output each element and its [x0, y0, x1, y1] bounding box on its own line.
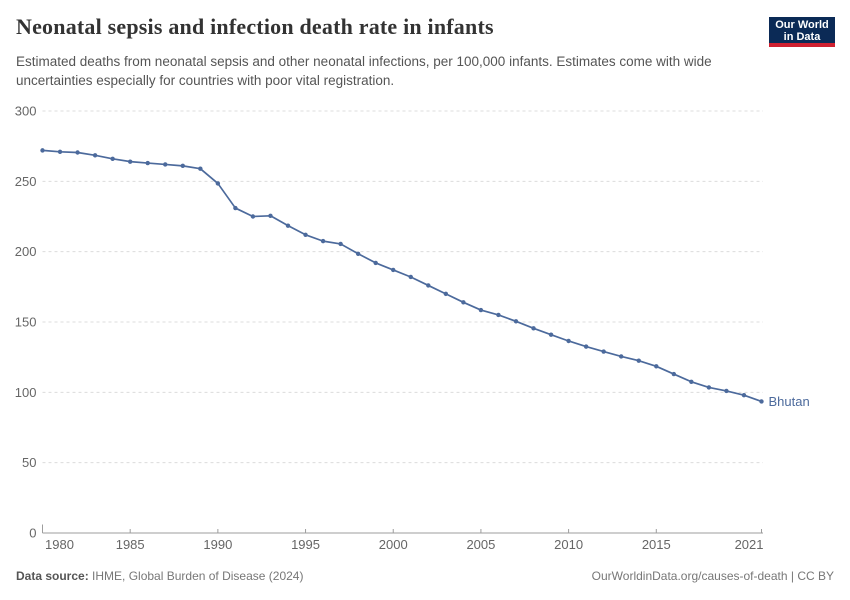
data-point[interactable] — [40, 148, 45, 153]
data-point[interactable] — [496, 312, 501, 318]
x-tick-label: 1995 — [291, 537, 320, 552]
data-point[interactable] — [250, 214, 256, 219]
data-point[interactable] — [57, 149, 63, 154]
data-point[interactable] — [373, 260, 378, 266]
data-point[interactable] — [92, 153, 98, 158]
data-point[interactable] — [198, 166, 203, 171]
data-point[interactable] — [706, 385, 712, 390]
series-label[interactable]: Bhutan — [769, 394, 810, 409]
data-point[interactable] — [654, 364, 659, 369]
y-tick-label: 150 — [15, 315, 37, 330]
y-tick-label: 50 — [22, 455, 36, 470]
x-tick-label: 2005 — [466, 537, 495, 552]
y-tick-label: 300 — [15, 104, 37, 119]
y-tick-label: 200 — [15, 244, 37, 259]
data-point[interactable] — [145, 160, 150, 166]
data-point[interactable] — [215, 181, 221, 186]
data-point[interactable] — [619, 354, 624, 359]
data-point[interactable] — [531, 326, 536, 331]
data-point[interactable] — [741, 392, 747, 398]
chart-subtitle: Estimated deaths from neonatal sepsis an… — [16, 54, 712, 88]
data-point[interactable] — [320, 238, 326, 244]
x-tick-label: 2021 — [735, 537, 764, 552]
data-point[interactable] — [180, 163, 185, 169]
x-tick-label: 1980 — [45, 537, 74, 552]
data-point[interactable] — [759, 399, 764, 404]
owid-logo-line1: Our World — [775, 18, 829, 31]
data-point[interactable] — [285, 223, 291, 228]
data-point[interactable] — [724, 388, 729, 394]
data-point[interactable] — [110, 156, 115, 162]
data-point[interactable] — [513, 319, 519, 324]
data-point[interactable] — [461, 300, 466, 305]
chart-title: Neonatal sepsis and infection death rate… — [16, 14, 494, 39]
x-tick-label: 2015 — [642, 537, 671, 552]
chart-footer: Data source: IHME, Global Burden of Dise… — [0, 567, 850, 587]
data-point[interactable] — [671, 371, 677, 377]
data-point[interactable] — [408, 274, 413, 280]
data-source-label: Data source: — [16, 569, 89, 583]
data-source-value: IHME, Global Burden of Disease (2024) — [88, 569, 304, 583]
data-point[interactable] — [548, 332, 554, 337]
owid-logo-line2: in Data — [783, 31, 821, 43]
x-tick-label: 2000 — [379, 537, 408, 552]
data-point[interactable] — [689, 379, 694, 384]
data-point[interactable] — [391, 267, 396, 273]
data-point[interactable] — [268, 213, 273, 218]
data-point[interactable] — [443, 291, 449, 297]
x-tick-label: 2010 — [554, 537, 583, 552]
data-point[interactable] — [75, 150, 80, 155]
data-point[interactable] — [303, 232, 308, 237]
data-point[interactable] — [583, 344, 589, 349]
data-point[interactable] — [355, 251, 361, 256]
y-tick-label: 0 — [29, 526, 36, 541]
data-point[interactable] — [566, 338, 571, 344]
data-point[interactable] — [478, 307, 484, 313]
owid-logo[interactable]: Our World in Data — [769, 17, 835, 47]
data-point[interactable] — [601, 349, 606, 354]
data-point[interactable] — [233, 205, 238, 211]
y-tick-label: 250 — [15, 174, 37, 189]
y-tick-label: 100 — [15, 385, 37, 400]
data-point[interactable] — [636, 358, 641, 363]
data-point[interactable] — [127, 159, 133, 164]
x-tick-label: 1990 — [203, 537, 232, 552]
data-source-note: Data source: IHME, Global Burden of Dise… — [16, 569, 303, 583]
trend-line[interactable] — [41, 149, 763, 403]
data-point[interactable] — [338, 241, 343, 247]
data-point[interactable] — [426, 283, 431, 288]
x-tick-label: 1985 — [116, 537, 145, 552]
license-link[interactable]: OurWorldinData.org/causes-of-death | CC … — [591, 569, 834, 583]
data-point[interactable] — [163, 162, 168, 167]
